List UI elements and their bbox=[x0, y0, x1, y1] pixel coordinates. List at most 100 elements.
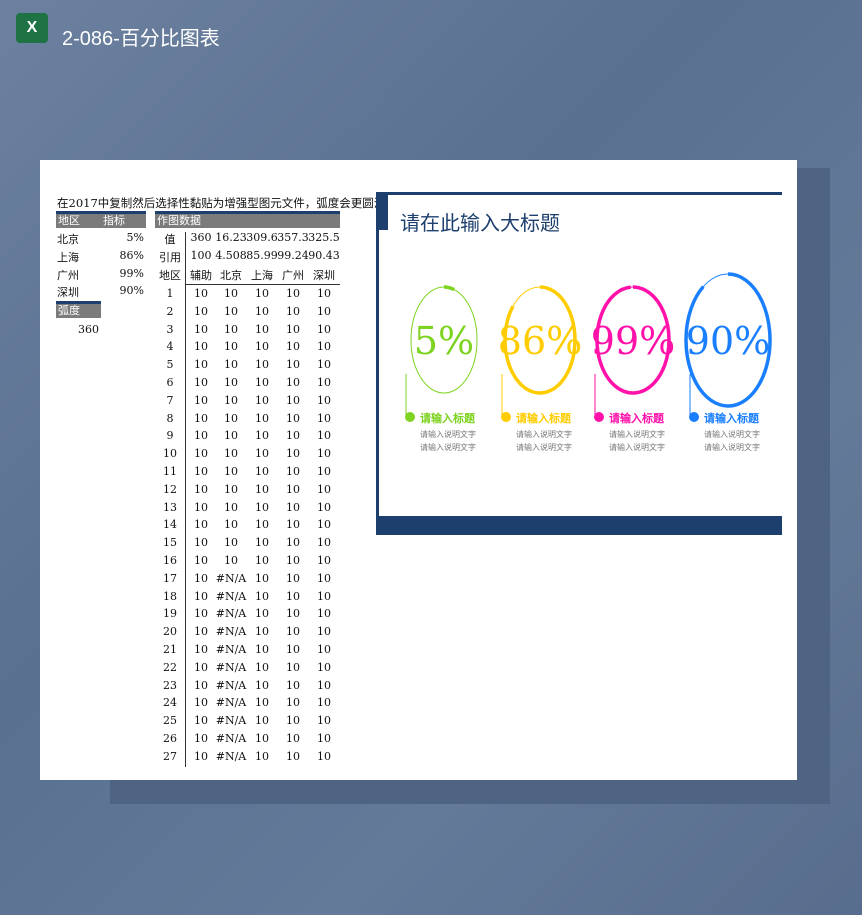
region-cell[interactable]: 北京 bbox=[57, 233, 79, 246]
data-row-cell[interactable]: 10 bbox=[255, 322, 269, 336]
data-row-cell[interactable]: 10 bbox=[286, 678, 300, 692]
data-row-cell[interactable]: 10 bbox=[255, 714, 269, 728]
data-row-cell[interactable]: 10 bbox=[317, 607, 331, 621]
data-row-cell[interactable]: 10 bbox=[163, 447, 177, 461]
data-row-cell[interactable]: 10 bbox=[317, 625, 331, 639]
data-row-cell[interactable]: 10 bbox=[286, 304, 300, 318]
data-row-cell[interactable]: 10 bbox=[286, 660, 300, 674]
data-row-cell[interactable]: 10 bbox=[224, 536, 238, 550]
data-row-cell[interactable]: 10 bbox=[224, 447, 238, 461]
data-row-cell[interactable]: #N/A bbox=[215, 643, 247, 656]
column-header-cell[interactable]: 深圳 bbox=[313, 269, 335, 282]
column-header-cell[interactable]: 上海 bbox=[251, 269, 273, 282]
ref-row-cell[interactable]: 4.508 bbox=[215, 249, 247, 262]
data-row-cell[interactable]: 10 bbox=[286, 411, 300, 425]
data-row-cell[interactable]: 10 bbox=[286, 322, 300, 336]
data-row-cell[interactable]: 14 bbox=[163, 518, 177, 532]
data-row-cell[interactable]: 4 bbox=[166, 340, 174, 354]
data-row-cell[interactable]: 10 bbox=[224, 340, 238, 354]
data-row-cell[interactable]: #N/A bbox=[215, 660, 247, 674]
panel-title[interactable]: 请在此输入大标题 bbox=[400, 211, 560, 235]
region-cell[interactable]: 上海 bbox=[57, 250, 79, 264]
value-row-cell[interactable]: 357.3 bbox=[277, 231, 309, 244]
header-metric[interactable]: 指标 bbox=[101, 211, 146, 228]
metric-cell[interactable]: 5% bbox=[126, 231, 144, 244]
region-cell[interactable]: 广州 bbox=[57, 268, 79, 282]
data-row-cell[interactable]: 10 bbox=[317, 500, 331, 514]
data-row-cell[interactable]: 10 bbox=[255, 287, 269, 300]
data-row-cell[interactable]: 10 bbox=[194, 732, 208, 745]
data-row-cell[interactable]: 10 bbox=[255, 304, 269, 318]
data-row-cell[interactable]: #N/A bbox=[215, 732, 247, 745]
data-row-cell[interactable]: 10 bbox=[194, 660, 208, 674]
data-row-cell[interactable]: 10 bbox=[317, 749, 331, 763]
data-row-cell[interactable]: 10 bbox=[317, 589, 331, 603]
data-row-cell[interactable]: 10 bbox=[317, 660, 331, 674]
data-row-cell[interactable]: 15 bbox=[163, 536, 177, 550]
data-row-cell[interactable]: 9 bbox=[166, 429, 174, 443]
data-row-cell[interactable]: 10 bbox=[286, 518, 300, 532]
data-row-cell[interactable]: 10 bbox=[317, 322, 331, 336]
header-region[interactable]: 地区 bbox=[56, 211, 101, 228]
data-row-cell[interactable]: 10 bbox=[317, 714, 331, 728]
data-row-cell[interactable]: 10 bbox=[255, 749, 269, 763]
value-row-cell[interactable]: 16.23 bbox=[215, 231, 247, 244]
data-row-cell[interactable]: 10 bbox=[286, 696, 300, 710]
percent-chart-panel[interactable]: 请在此输入大标题 5% 请输入标题 请输入说明文字 请输入说明文字 86% 请输入标题 请输… bbox=[376, 192, 782, 535]
data-row-cell[interactable]: 10 bbox=[317, 518, 331, 532]
data-row-cell[interactable]: 18 bbox=[163, 589, 177, 603]
data-row-cell[interactable]: 10 bbox=[286, 500, 300, 514]
item-title[interactable]: 请输入标题 bbox=[609, 411, 665, 425]
data-row-cell[interactable]: 10 bbox=[286, 376, 300, 389]
item-title[interactable]: 请输入标题 bbox=[516, 411, 572, 425]
data-row-cell[interactable]: 10 bbox=[194, 749, 208, 763]
ref-row-cell[interactable]: 99.24 bbox=[277, 249, 309, 262]
data-row-cell[interactable]: 10 bbox=[194, 500, 208, 514]
data-row-cell[interactable]: 1 bbox=[166, 287, 174, 300]
data-row-cell[interactable]: 20 bbox=[163, 625, 177, 639]
item-title[interactable]: 请输入标题 bbox=[704, 411, 760, 425]
item-desc[interactable]: 请输入说明文字 bbox=[609, 442, 665, 452]
data-row-cell[interactable]: 10 bbox=[317, 678, 331, 692]
data-row-cell[interactable]: 2 bbox=[166, 304, 174, 318]
data-row-cell[interactable]: 10 bbox=[317, 536, 331, 550]
data-row-cell[interactable]: 6 bbox=[166, 376, 174, 389]
data-row-cell[interactable]: 10 bbox=[286, 536, 300, 550]
ref-row-cell[interactable]: 引用 bbox=[159, 251, 181, 264]
data-row-cell[interactable]: 10 bbox=[317, 482, 331, 496]
radian-value[interactable]: 360 bbox=[78, 323, 99, 336]
data-row-cell[interactable]: 10 bbox=[194, 643, 208, 656]
data-row-cell[interactable]: 10 bbox=[255, 660, 269, 674]
data-row-cell[interactable]: 10 bbox=[224, 287, 238, 300]
data-row-cell[interactable]: 10 bbox=[194, 714, 208, 728]
data-row-cell[interactable]: 10 bbox=[255, 447, 269, 461]
data-row-cell[interactable]: 7 bbox=[166, 393, 174, 407]
data-row-cell[interactable]: 17 bbox=[163, 571, 177, 585]
data-row-cell[interactable]: 10 bbox=[194, 393, 208, 407]
data-row-cell[interactable]: 10 bbox=[317, 411, 331, 425]
data-row-cell[interactable]: #N/A bbox=[215, 625, 247, 639]
data-row-cell[interactable]: 10 bbox=[255, 554, 269, 567]
metric-cell[interactable]: 86% bbox=[119, 248, 144, 262]
data-row-cell[interactable]: 10 bbox=[194, 287, 208, 300]
data-row-cell[interactable]: 10 bbox=[317, 393, 331, 407]
data-row-cell[interactable]: 10 bbox=[255, 465, 269, 478]
data-row-cell[interactable]: 10 bbox=[194, 536, 208, 550]
data-row-cell[interactable]: 10 bbox=[286, 643, 300, 656]
data-row-cell[interactable]: 10 bbox=[317, 643, 331, 656]
data-row-cell[interactable]: 10 bbox=[286, 465, 300, 478]
column-header-cell[interactable]: 地区 bbox=[159, 269, 181, 282]
data-row-cell[interactable]: 23 bbox=[163, 678, 177, 692]
data-row-cell[interactable]: 5 bbox=[166, 358, 174, 372]
data-row-cell[interactable]: 10 bbox=[224, 482, 238, 496]
data-row-cell[interactable]: 10 bbox=[286, 625, 300, 639]
data-row-cell[interactable]: 10 bbox=[286, 732, 300, 745]
data-row-cell[interactable]: 10 bbox=[194, 376, 208, 389]
data-row-cell[interactable]: 10 bbox=[255, 518, 269, 532]
data-row-cell[interactable]: 8 bbox=[166, 411, 174, 425]
data-row-cell[interactable]: 10 bbox=[286, 749, 300, 763]
data-row-cell[interactable]: 10 bbox=[194, 429, 208, 443]
column-header-cell[interactable]: 北京 bbox=[220, 269, 242, 282]
data-row-cell[interactable]: #N/A bbox=[215, 589, 247, 603]
